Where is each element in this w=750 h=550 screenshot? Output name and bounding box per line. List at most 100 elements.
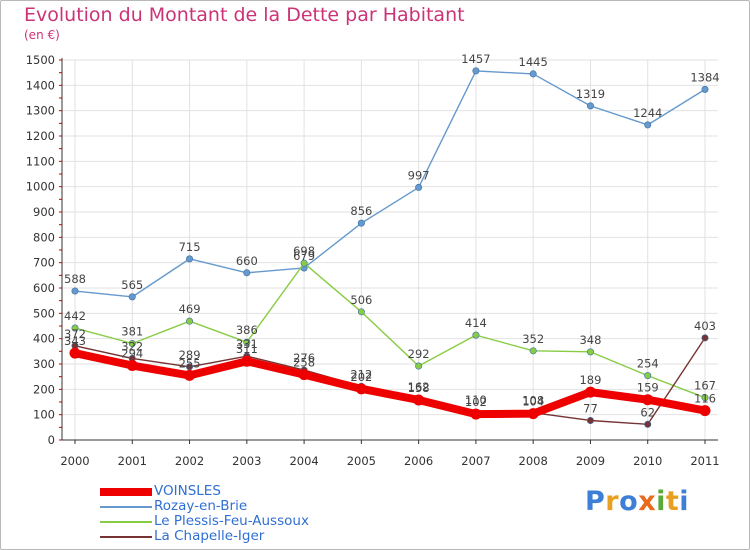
series-line-le-plessis-feu-aussoux	[74, 262, 706, 399]
data-point-le-plessis-feu-aussoux	[586, 348, 594, 356]
data-point-voinsles	[699, 405, 711, 417]
data-label-la-chapelle-iger: 372	[64, 327, 86, 341]
data-point-rozay-en-brie	[472, 67, 480, 75]
data-point-voinsles	[184, 369, 196, 381]
data-point-le-plessis-feu-aussoux	[357, 308, 365, 316]
y-tick-label: 400	[33, 332, 55, 346]
data-label-la-chapelle-iger: 276	[293, 351, 315, 365]
data-point-rozay-en-brie	[701, 85, 709, 93]
y-tick-label: 200	[33, 382, 55, 396]
data-label-le-plessis-feu-aussoux: 352	[522, 332, 544, 346]
data-label-le-plessis-feu-aussoux: 469	[179, 302, 201, 316]
legend-label: Le Plessis-Feu-Aussoux	[154, 513, 309, 529]
data-label-voinsles: 116	[694, 392, 716, 406]
data-point-rozay-en-brie	[71, 287, 79, 295]
data-point-voinsles	[527, 408, 539, 420]
data-label-rozay-en-brie: 997	[408, 168, 430, 182]
data-label-voinsles: 255	[179, 356, 201, 370]
y-tick-label: 500	[33, 306, 55, 320]
data-label-la-chapelle-iger: 62	[640, 405, 655, 419]
logo-letter: P	[585, 486, 606, 517]
y-tick-label: 1500	[26, 53, 55, 67]
x-tick-label: 2007	[461, 454, 490, 468]
data-label-le-plessis-feu-aussoux: 167	[694, 379, 716, 393]
data-point-voinsles	[298, 369, 310, 381]
data-label-voinsles: 159	[637, 381, 659, 395]
data-label-rozay-en-brie: 660	[236, 254, 258, 268]
x-tick-label: 2008	[519, 454, 548, 468]
logo-letter: i	[656, 486, 666, 517]
y-tick-label: 100	[33, 408, 55, 422]
x-tick-label: 2001	[118, 454, 147, 468]
data-label-voinsles: 311	[236, 342, 258, 356]
unit-label: (en €)	[24, 28, 60, 42]
data-label-voinsles: 158	[408, 381, 430, 395]
legend-label: La Chapelle-Iger	[154, 528, 265, 544]
data-point-le-plessis-feu-aussoux	[701, 394, 709, 402]
series-line-voinsles	[71, 349, 709, 419]
data-point-le-plessis-feu-aussoux	[186, 317, 194, 325]
y-tick-label: 1100	[26, 154, 55, 168]
data-point-la-chapelle-iger	[644, 420, 652, 428]
data-point-rozay-en-brie	[186, 255, 194, 263]
x-tick-label: 2002	[175, 454, 204, 468]
data-label-voinsles: 202	[350, 370, 372, 384]
logo-letter: i	[679, 486, 690, 517]
legend-swatch	[100, 488, 152, 496]
data-label-la-chapelle-iger: 289	[179, 348, 201, 362]
data-label-rozay-en-brie: 1445	[519, 55, 548, 69]
legend-swatch	[100, 521, 152, 523]
data-label-voinsles: 258	[293, 356, 315, 370]
data-label-le-plessis-feu-aussoux: 292	[408, 347, 430, 361]
data-label-le-plessis-feu-aussoux: 698	[293, 244, 315, 258]
data-label-le-plessis-feu-aussoux: 254	[637, 357, 659, 371]
data-point-rozay-en-brie	[357, 219, 365, 227]
y-tick-label: 0	[48, 433, 55, 447]
data-point-rozay-en-brie	[529, 70, 537, 78]
data-point-la-chapelle-iger	[701, 334, 709, 342]
x-tick-label: 2003	[232, 454, 261, 468]
data-point-le-plessis-feu-aussoux	[243, 338, 251, 346]
data-label-rozay-en-brie: 588	[64, 272, 86, 286]
data-point-rozay-en-brie	[644, 121, 652, 129]
data-label-la-chapelle-iger: 77	[583, 401, 598, 415]
y-tick-label: 900	[33, 205, 55, 219]
y-tick-label: 1300	[26, 104, 55, 118]
data-label-voinsles: 102	[465, 395, 487, 409]
data-point-le-plessis-feu-aussoux	[529, 347, 537, 355]
data-point-rozay-en-brie	[243, 269, 251, 277]
data-label-voinsles: 343	[64, 334, 86, 348]
x-tick-label: 2004	[289, 454, 318, 468]
data-point-le-plessis-feu-aussoux	[71, 324, 79, 332]
logo-letter: o	[619, 486, 639, 517]
y-tick-label: 300	[33, 357, 55, 371]
data-label-la-chapelle-iger: 212	[350, 367, 372, 381]
data-point-le-plessis-feu-aussoux	[128, 339, 136, 347]
data-label-la-chapelle-iger: 331	[236, 337, 258, 351]
data-point-voinsles	[241, 355, 253, 367]
data-label-rozay-en-brie: 1384	[690, 70, 719, 84]
data-label-rozay-en-brie: 715	[179, 240, 201, 254]
x-tick-label: 2011	[690, 454, 719, 468]
data-point-voinsles	[69, 347, 81, 359]
data-label-voinsles: 294	[121, 347, 143, 361]
data-label-la-chapelle-iger: 110	[465, 393, 487, 407]
legend-swatch	[100, 536, 152, 538]
data-label-la-chapelle-iger: 162	[408, 380, 430, 394]
data-point-rozay-en-brie	[128, 293, 136, 301]
data-point-voinsles	[470, 408, 482, 420]
logo-letter: t	[665, 486, 680, 517]
data-point-le-plessis-feu-aussoux	[472, 331, 480, 339]
x-tick-label: 2010	[633, 454, 662, 468]
data-point-le-plessis-feu-aussoux	[644, 372, 652, 380]
data-point-voinsles	[584, 386, 596, 398]
data-label-le-plessis-feu-aussoux: 442	[64, 309, 86, 323]
logo-letter: r	[605, 486, 620, 517]
y-tick-label: 600	[33, 281, 55, 295]
data-point-la-chapelle-iger	[586, 416, 594, 424]
data-point-voinsles	[642, 394, 654, 406]
data-label-la-chapelle-iger: 108	[522, 394, 544, 408]
data-label-rozay-en-brie: 1457	[461, 52, 490, 66]
